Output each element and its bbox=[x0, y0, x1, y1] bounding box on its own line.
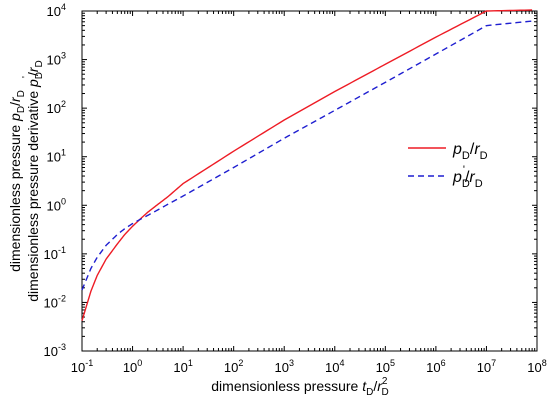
x-tick-exponent: 2 bbox=[238, 358, 243, 368]
y-tick-label: 100 bbox=[47, 196, 66, 213]
y-tick-exponent: -3 bbox=[58, 342, 66, 352]
legend-sub2: D bbox=[480, 150, 488, 162]
y-tick-label: 10-2 bbox=[44, 293, 66, 310]
legend-sub2: D bbox=[475, 178, 483, 190]
x-label-text: dimensionless pressure bbox=[211, 378, 362, 394]
x-tick-exponent: 7 bbox=[491, 358, 496, 368]
x-tick-base: 10 bbox=[224, 360, 238, 375]
x-label-slash: / bbox=[373, 378, 377, 394]
x-tick-label: 10-1 bbox=[71, 358, 93, 375]
legend-var: p bbox=[452, 141, 462, 158]
y-tick-base: 10 bbox=[47, 150, 61, 165]
y-tick-base: 10 bbox=[44, 344, 58, 359]
x-tick-label: 102 bbox=[224, 358, 243, 375]
series-line-1 bbox=[81, 9, 533, 321]
y-tick-label: 10-1 bbox=[44, 245, 66, 262]
y-tick-base: 10 bbox=[44, 247, 58, 262]
x-tick-label: 104 bbox=[325, 358, 344, 375]
y-tick-base: 10 bbox=[47, 198, 61, 213]
x-tick-exponent: 0 bbox=[137, 358, 142, 368]
x-tick-exponent: 3 bbox=[289, 358, 294, 368]
x-tick-base: 10 bbox=[71, 360, 85, 375]
y-axis-label-2-prime: ' bbox=[21, 76, 32, 78]
x-axis: 10-1 100 101 102 103 104 105 106 107 108 bbox=[71, 11, 547, 375]
y-axis-label-2-slash: / bbox=[25, 72, 41, 76]
x-label-var: t bbox=[362, 378, 367, 394]
legend-label-1: pD/rD bbox=[452, 141, 488, 162]
legend-slash: / bbox=[470, 141, 475, 158]
x-tick-exponent: -1 bbox=[85, 358, 93, 368]
x-label-sup: 2 bbox=[382, 376, 388, 387]
x-tick-base: 10 bbox=[426, 360, 440, 375]
y-tick-exponent: -1 bbox=[58, 245, 66, 255]
x-tick-label: 103 bbox=[274, 358, 293, 375]
x-label-sub2: D bbox=[381, 387, 388, 398]
x-tick-exponent: 6 bbox=[441, 358, 446, 368]
y-axis-label-2-sub2: D bbox=[34, 60, 45, 67]
x-tick-exponent: 4 bbox=[340, 358, 345, 368]
y-tick-exponent: 2 bbox=[61, 99, 66, 109]
series-layer bbox=[81, 9, 533, 321]
x-tick-base: 10 bbox=[477, 360, 491, 375]
x-axis-label: dimensionless pressure tD/r2 D bbox=[211, 376, 388, 398]
x-tick-label: 105 bbox=[376, 358, 395, 375]
legend-var: p bbox=[452, 169, 462, 186]
y-axis-label-1-sub: D bbox=[16, 106, 27, 113]
y-axis-label-2-var: p bbox=[25, 79, 41, 88]
x-label-var2: r bbox=[377, 378, 383, 394]
y-tick-base: 10 bbox=[47, 101, 61, 116]
x-tick-label: 108 bbox=[527, 358, 546, 375]
x-tick-base: 10 bbox=[527, 360, 541, 375]
y-tick-base: 10 bbox=[47, 4, 61, 19]
legend-label-2: pD'/rD bbox=[452, 164, 483, 190]
x-tick-exponent: 5 bbox=[390, 358, 395, 368]
y-tick-exponent: 4 bbox=[61, 2, 66, 12]
y-axis-label-2-sub: D bbox=[34, 72, 45, 79]
y-tick-exponent: 0 bbox=[61, 196, 66, 206]
x-tick-base: 10 bbox=[173, 360, 187, 375]
y-tick-label: 102 bbox=[47, 99, 66, 116]
x-tick-base: 10 bbox=[123, 360, 137, 375]
legend-var2: r bbox=[469, 169, 475, 186]
y-tick-label: 104 bbox=[47, 2, 66, 19]
axis-labels: dimensionless pressure tD/r2 Ddimensionle… bbox=[7, 60, 389, 398]
x-tick-label: 106 bbox=[426, 358, 445, 375]
x-tick-label: 101 bbox=[173, 358, 192, 375]
plot-area bbox=[81, 10, 538, 352]
y-axis-label-1-var: p bbox=[7, 113, 23, 122]
y-axis-label-2: dimensionless pressure derivative pD'/rD bbox=[21, 60, 45, 302]
legend-sub: D bbox=[462, 150, 470, 162]
y-tick-exponent: -2 bbox=[58, 293, 66, 303]
x-tick-exponent: 8 bbox=[542, 358, 547, 368]
y-tick-exponent: 3 bbox=[61, 51, 66, 61]
legend-slash: / bbox=[465, 169, 470, 186]
legend-var2: r bbox=[474, 141, 480, 158]
x-tick-label: 100 bbox=[123, 358, 142, 375]
y-axis-label-1-sub2: D bbox=[16, 90, 27, 97]
y-tick-label: 103 bbox=[47, 51, 66, 68]
y-axis-label-2-var2: r bbox=[25, 66, 41, 72]
y-axis-label-1-text: dimensionless pressure bbox=[7, 121, 23, 272]
y-tick-label: 101 bbox=[47, 148, 66, 165]
x-tick-base: 10 bbox=[274, 360, 288, 375]
y-tick-label: 10-3 bbox=[44, 342, 66, 359]
y-tick-exponent: 1 bbox=[61, 148, 66, 158]
y-tick-base: 10 bbox=[47, 53, 61, 68]
y-axis-label-1-slash: / bbox=[7, 102, 23, 106]
x-tick-base: 10 bbox=[376, 360, 390, 375]
series-line-2 bbox=[81, 20, 533, 291]
x-tick-base: 10 bbox=[325, 360, 339, 375]
x-tick-label: 107 bbox=[477, 358, 496, 375]
y-axis-label-1-var2: r bbox=[7, 96, 23, 102]
y-tick-base: 10 bbox=[44, 295, 58, 310]
x-label-sub: D bbox=[366, 387, 373, 398]
legend-sub: D bbox=[462, 178, 470, 190]
y-axis-label-1: dimensionless pressure pD/rD bbox=[7, 90, 27, 272]
legend-prime: ' bbox=[463, 164, 465, 176]
y-axis-label-2-text: dimensionless pressure derivative bbox=[25, 87, 41, 302]
x-tick-exponent: 1 bbox=[188, 358, 193, 368]
